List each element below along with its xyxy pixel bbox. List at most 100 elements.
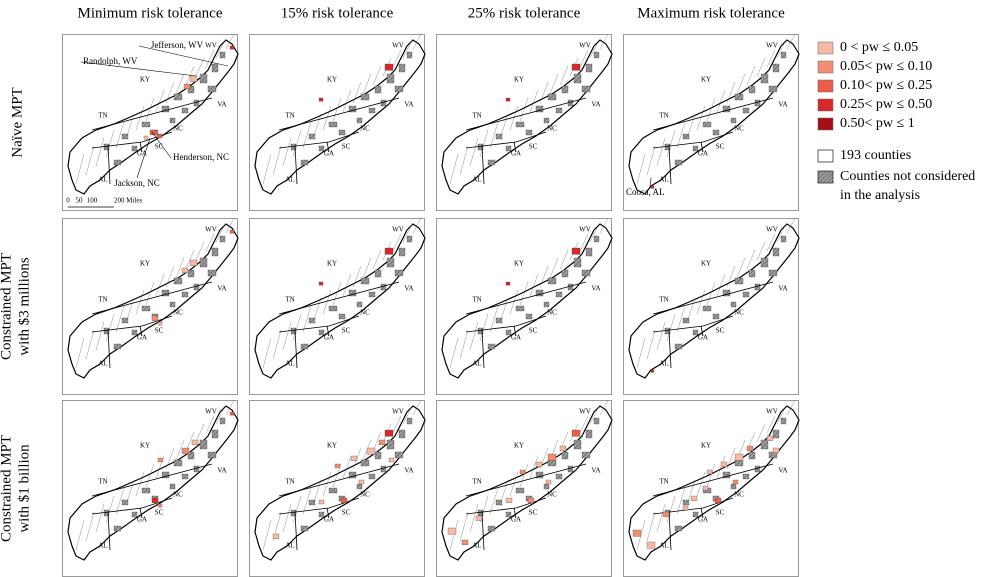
state-label: TN — [285, 478, 294, 486]
state-label: KY — [327, 442, 337, 450]
excluded-county — [496, 134, 502, 139]
excluded-county — [526, 314, 532, 319]
excluded-county — [208, 270, 216, 276]
highlight-county — [462, 540, 468, 545]
excluded-county — [387, 74, 394, 83]
highlight-county — [230, 412, 234, 415]
excluded-county — [407, 418, 412, 424]
state-label: NC — [734, 491, 744, 499]
excluded-county — [675, 526, 682, 531]
excluded-county — [174, 94, 182, 100]
highlight-county — [158, 458, 163, 462]
excluded-county — [200, 258, 207, 267]
excluded-county — [496, 318, 502, 323]
highlight-county — [182, 448, 189, 454]
highlight-county — [651, 370, 654, 372]
state-label: VA — [217, 101, 226, 109]
excluded-county — [369, 474, 375, 479]
state-label: SC — [529, 327, 538, 335]
excluded-county — [301, 344, 308, 349]
excluded-county — [683, 500, 689, 505]
legend-swatch — [818, 150, 833, 162]
excluded-county — [562, 452, 568, 459]
state-label: AL — [472, 176, 481, 184]
excluded-county — [361, 94, 369, 100]
highlight-county — [230, 230, 234, 233]
highlight-county — [707, 470, 712, 474]
excluded-county — [556, 474, 562, 479]
state-label: WV — [579, 408, 591, 416]
state-label: WV — [579, 42, 591, 50]
state-label: TN — [285, 296, 294, 304]
excluded-county — [516, 306, 524, 311]
excluded-county — [339, 130, 345, 135]
legend-swatch — [818, 42, 833, 54]
state-label: WV — [205, 42, 217, 50]
excluded-county — [174, 460, 182, 466]
state-label: NC — [360, 309, 370, 317]
excluded-county — [731, 302, 736, 307]
highlight-county — [319, 500, 324, 504]
highlight-county — [190, 260, 197, 266]
excluded-county — [703, 306, 711, 311]
state-label: SC — [716, 143, 725, 151]
excluded-county — [182, 474, 188, 479]
excluded-county — [369, 108, 375, 113]
state-label: TN — [98, 112, 107, 120]
highlight-county — [158, 322, 162, 325]
state-label: NC — [734, 125, 744, 133]
excluded-county — [713, 130, 719, 135]
state-label: NC — [547, 309, 557, 317]
state-label: TN — [472, 478, 481, 486]
excluded-county — [544, 484, 549, 489]
state-label: VA — [217, 467, 226, 475]
excluded-county — [713, 314, 719, 319]
row-label: Naïve MPT — [9, 87, 25, 157]
excluded-county — [516, 488, 524, 493]
state-label: AL — [472, 360, 481, 368]
highlight-county — [389, 458, 394, 462]
state-label: GA — [511, 150, 521, 158]
row-label: with $1 billion — [16, 444, 32, 533]
excluded-county — [735, 460, 743, 466]
highlight-county — [733, 480, 738, 484]
state-label: GA — [137, 516, 147, 524]
state-label: SC — [716, 509, 725, 517]
state-label: VA — [591, 101, 600, 109]
excluded-county — [516, 122, 524, 127]
excluded-county — [375, 270, 381, 277]
legend-swatch — [818, 171, 833, 183]
legend-label: in the analysis — [840, 188, 920, 203]
excluded-county — [142, 488, 150, 493]
excluded-county — [122, 500, 128, 505]
highlight-county — [506, 98, 510, 101]
highlight-county — [385, 430, 393, 436]
map-panel: WVKYVATNNCSCGAAL — [624, 400, 800, 577]
state-label: AL — [472, 542, 481, 550]
highlight-county — [703, 486, 708, 490]
excluded-county — [212, 248, 218, 256]
excluded-county — [544, 302, 549, 307]
highlight-county — [152, 316, 158, 321]
excluded-county — [220, 236, 225, 242]
highlight-county — [319, 282, 323, 285]
excluded-county — [329, 488, 337, 493]
excluded-county — [301, 526, 308, 531]
highlight-county — [476, 516, 482, 521]
excluded-county — [122, 318, 128, 323]
state-label: AL — [285, 360, 294, 368]
excluded-county — [769, 270, 777, 276]
highlight-county — [572, 64, 580, 70]
excluded-county — [488, 526, 495, 531]
highlight-county — [192, 440, 198, 445]
excluded-county — [208, 452, 216, 458]
excluded-county — [769, 86, 777, 92]
map-panel: WVKYVATNNCSCGAAL — [624, 218, 800, 395]
state-label: GA — [511, 516, 521, 524]
state-label: GA — [698, 150, 708, 158]
excluded-county — [496, 500, 502, 505]
excluded-county — [562, 270, 568, 277]
state-label: NC — [360, 125, 370, 133]
state-label: VA — [778, 285, 787, 293]
scale-label: 0 — [66, 197, 70, 205]
